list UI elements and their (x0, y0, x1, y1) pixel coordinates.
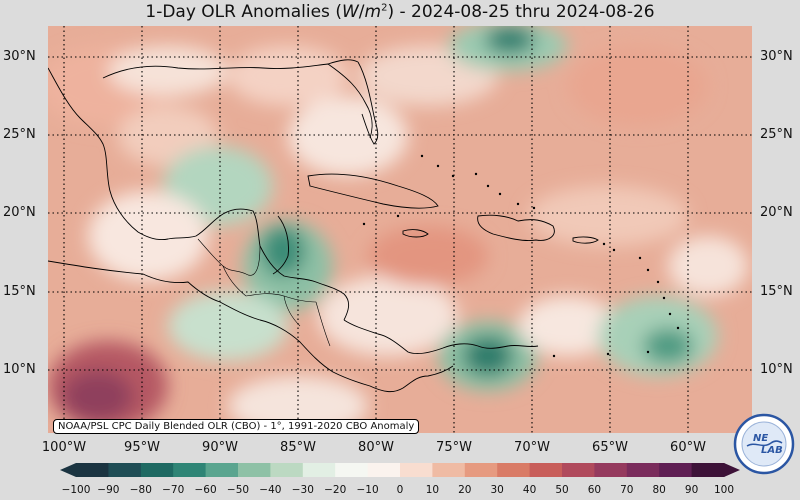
colorbar-tick-label: 0 (396, 484, 404, 496)
colorbar-extend-low (60, 463, 76, 477)
colorbar-swatch (173, 463, 207, 477)
anomaly-field (48, 26, 748, 433)
lon-label-60w: 60°W (670, 440, 706, 455)
coastlines (48, 59, 599, 393)
colorbar-swatch (270, 463, 304, 477)
colorbar-tick-label: 80 (652, 484, 666, 496)
puerto-rico (572, 236, 599, 244)
colorbar-swatch (400, 463, 433, 477)
colorbar-tick-label: −30 (291, 484, 314, 496)
colorbar-swatch (108, 463, 142, 477)
pacific-coast (48, 260, 454, 393)
country-borders (197, 238, 331, 347)
florida-panhandle (327, 59, 359, 65)
florida-peninsula (357, 61, 379, 145)
colorbar-tick-label: −10 (356, 484, 379, 496)
colorbar-tick-label: −20 (324, 484, 347, 496)
colorbar-tick-label: −50 (226, 484, 250, 496)
lat-label-30n-right: 30°N (760, 49, 793, 64)
lon-label-85w: 85°W (280, 440, 316, 455)
lon-label-70w: 70°W (514, 440, 550, 455)
colorbar-swatch (302, 463, 336, 477)
south-america-north-coast (343, 319, 539, 355)
colorbar-swatch (464, 463, 498, 477)
colorbar-tick-label: 50 (555, 484, 569, 496)
lat-label-30n-left: 30°N (3, 49, 36, 64)
small-islands (362, 154, 680, 358)
logo-text-top: NE (753, 433, 768, 444)
colorbar-tick-label: −100 (61, 484, 91, 496)
data-source-credit: NOAA/PSL CPC Daily Blended OLR (CBO) - 1… (53, 419, 420, 434)
gulf-coast-west (48, 67, 261, 247)
colorbar-tick-label: 10 (425, 484, 440, 496)
lat-label-10n-right: 10°N (760, 362, 793, 377)
colorbar-swatch (205, 463, 239, 477)
graticule (48, 26, 752, 433)
colorbar-tick-label: 90 (684, 484, 699, 496)
colorbar-swatch (626, 463, 660, 477)
lat-label-20n-right: 20°N (760, 205, 793, 220)
lat-label-10n-left: 10°N (3, 362, 36, 377)
colorbar-swatch (497, 463, 531, 477)
colorbar-tick-label: 100 (713, 484, 735, 496)
colorbar-tick-label: 70 (620, 484, 634, 496)
lat-label-20n-left: 20°N (3, 205, 36, 220)
colorbar-swatch (76, 463, 109, 477)
colorbar-tick-label: −90 (97, 484, 120, 496)
colorbar-swatch (335, 463, 369, 477)
map-title: 1-Day OLR Anomalies (W/m2) - 2024-08-25 … (145, 2, 655, 22)
lon-label-75w: 75°W (436, 440, 472, 455)
colorbar-swatch (691, 463, 725, 477)
lat-label-15n-right: 15°N (760, 284, 793, 299)
cuba (307, 173, 439, 209)
lon-label-80w: 80°W (358, 440, 394, 455)
olr-anomaly-map (48, 26, 752, 433)
colorbar-swatch (529, 463, 563, 477)
lat-label-25n-left: 25°N (3, 127, 36, 142)
colorbar-swatches (60, 463, 740, 477)
lon-label-95w: 95°W (124, 440, 160, 455)
colorbar-tick-label: −80 (129, 484, 152, 496)
colorbar-swatch (562, 463, 595, 477)
colorbar-tick-label: −40 (259, 484, 282, 496)
colorbar-tick-label: 30 (490, 484, 504, 496)
lon-label-100w: 100°W (41, 440, 87, 455)
lon-label-65w: 65°W (592, 440, 628, 455)
colorbar-tick-label: 20 (458, 484, 472, 496)
logo-text-bottom: LAB (761, 445, 783, 456)
colorbar-swatch (432, 463, 466, 477)
colorbar-tick-label: 40 (522, 484, 537, 496)
colorbar-swatch (594, 463, 628, 477)
colorbar-extend-high (724, 463, 740, 477)
colorbar-tick-label: 60 (587, 484, 602, 496)
colorbar-swatch (140, 463, 174, 477)
gulf-coast-north (102, 63, 373, 139)
lat-label-15n-left: 15°N (3, 284, 36, 299)
lat-label-25n-right: 25°N (760, 127, 793, 142)
colorbar-swatch (367, 463, 401, 477)
colorbar-tick-label: −70 (162, 484, 185, 496)
noaa-psl-logo: NE LAB (733, 413, 795, 475)
jamaica (402, 229, 429, 238)
colorbar (60, 463, 740, 477)
colorbar-swatch (659, 463, 693, 477)
colorbar-tick-label: −60 (194, 484, 217, 496)
central-america-caribbean-coast (259, 245, 350, 321)
belize-coast (272, 215, 289, 275)
colorbar-swatch (238, 463, 271, 477)
hispaniola (477, 214, 555, 241)
lon-label-90w: 90°W (202, 440, 238, 455)
